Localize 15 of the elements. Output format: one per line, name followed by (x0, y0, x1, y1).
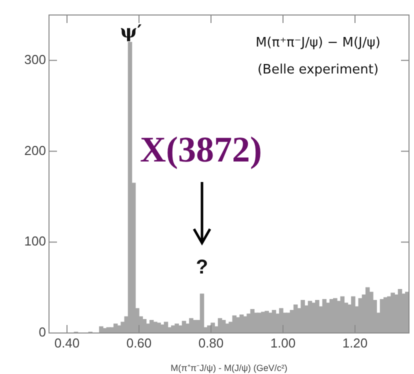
y-tick-label: 300 (24, 52, 46, 68)
annotation: (Belle experiment) (257, 62, 379, 78)
x-tick-label: 0.80 (198, 335, 224, 350)
annotation: M(π⁺π⁻J/ψ) − M(J/ψ) (256, 35, 380, 50)
annotation: ? (196, 256, 208, 279)
x-tick-label: 1.20 (342, 335, 368, 350)
y-tick-label: 100 (24, 234, 46, 249)
x-tick-label: 1.00 (270, 335, 296, 350)
annotation: X(3872) (140, 129, 262, 170)
x-axis-title: M(π⁺π⁻J/ψ) - M(J/ψ) (GeV/c²) (170, 363, 288, 374)
y-tick-label: 0 (38, 324, 46, 340)
x-tick-label: 0.60 (126, 335, 152, 350)
y-tick-label: 200 (24, 142, 46, 158)
x-tick-label: 0.40 (54, 335, 80, 350)
annotation: ψ′ (120, 22, 142, 43)
